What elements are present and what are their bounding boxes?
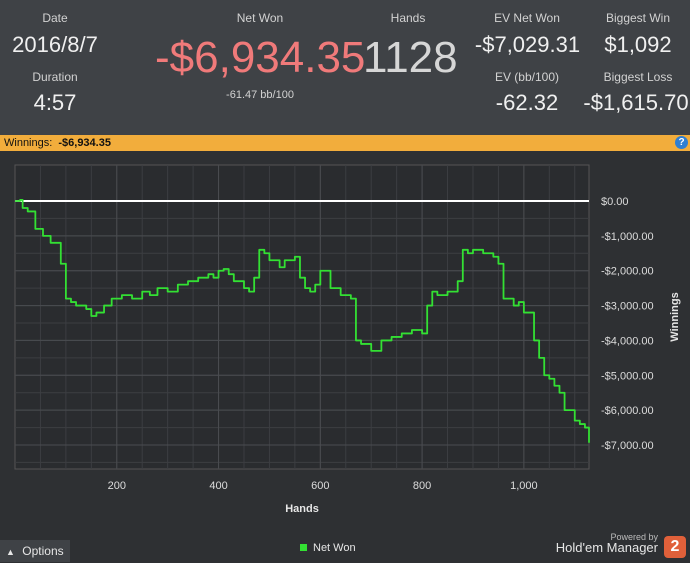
duration-label: Duration [32, 70, 78, 84]
hands-label: Hands [390, 11, 426, 25]
hands-value: 1128 [363, 33, 458, 82]
y-tick-label: -$5,000.00 [601, 370, 654, 382]
date-label: Date [42, 11, 68, 25]
brand-logo: 2 [664, 536, 686, 558]
options-label: Options [22, 544, 64, 558]
ev-net-won-label: EV Net Won [494, 11, 560, 25]
powered-by-text: Powered by [610, 532, 658, 542]
x-tick-label: 1,000 [510, 480, 538, 492]
winnings-chart: 200 400 600 800 1,000 $0.00 -$1,000.00 -$2,000.… [14, 164, 681, 515]
biggest-loss-label: Biggest Loss [603, 70, 673, 84]
chevron-up-icon: ▲ [6, 547, 15, 557]
stats-header: Date 2016/8/7 Duration 4:57 Net Won -$6,… [0, 0, 690, 135]
x-tick-label: 800 [413, 480, 431, 492]
ev-net-won-value: -$7,029.31 [474, 32, 581, 57]
netwon-label: Net Won [236, 11, 284, 25]
winnings-bar: Winnings: -$6,934.35 ? [0, 135, 690, 151]
plot-frame [14, 164, 590, 470]
x-tick-label: 400 [209, 480, 227, 492]
netwon-bb-value: -61.47 bb/100 [226, 89, 294, 101]
chart-area: 200 400 600 800 1,000 $0.00 -$1,000.00 -$2,000.… [0, 151, 690, 536]
y-tick-label: -$4,000.00 [601, 335, 654, 347]
series-line-net-won [15, 199, 590, 443]
netwon-value: -$6,934.35 [155, 33, 366, 82]
y-tick-label: -$3,000.00 [601, 301, 654, 313]
y-tick-label: -$6,000.00 [601, 405, 654, 417]
biggest-loss-value: -$1,615.70 [583, 90, 689, 115]
chart-legend: Net Won [300, 542, 356, 554]
brand-name: Hold'em Manager [555, 540, 658, 555]
legend-label: Net Won [313, 542, 356, 554]
legend-swatch [300, 544, 307, 551]
y-tick-label: -$1,000.00 [601, 231, 654, 243]
options-button[interactable]: ▲ Options [0, 540, 70, 562]
winnings-label: Winnings: [4, 137, 53, 149]
duration-value: 4:57 [33, 90, 77, 115]
x-tick-label: 200 [108, 480, 126, 492]
winnings-value: -$6,934.35 [58, 137, 111, 149]
ev-bb-label: EV (bb/100) [494, 70, 560, 84]
y-axis-title: Winnings [669, 292, 681, 341]
x-tick-label: 600 [311, 480, 329, 492]
x-axis-title: Hands [285, 503, 319, 515]
question-icon[interactable]: ? [675, 136, 688, 149]
biggest-win-value: $1,092 [604, 32, 672, 57]
y-tick-label: $0.00 [601, 196, 629, 208]
ev-bb-value: -62.32 [495, 90, 559, 115]
y-tick-label: -$2,000.00 [601, 266, 654, 278]
biggest-win-label: Biggest Win [605, 11, 671, 25]
y-tick-label: -$7,000.00 [601, 440, 654, 452]
date-value: 2016/8/7 [12, 32, 98, 57]
